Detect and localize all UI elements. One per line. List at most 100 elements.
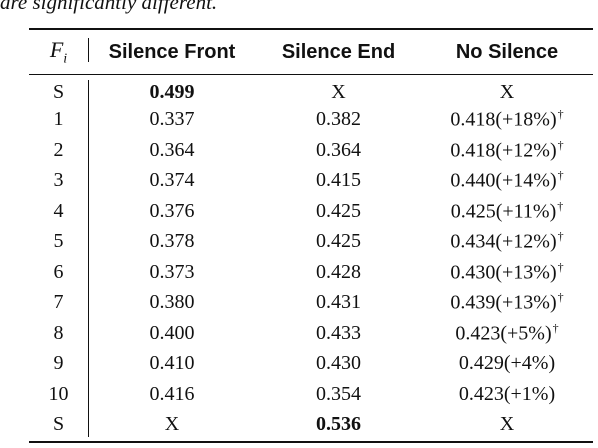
cell-silence-end: 0.536 — [256, 410, 421, 441]
cell-no-silence-value: 0.423(+1%) — [458, 382, 556, 405]
cell-no-silence-value: 0.430(+13%) — [450, 261, 557, 284]
cell-silence-front-value: 0.364 — [149, 138, 195, 161]
cell-silence-front-value: 0.373 — [149, 260, 195, 283]
cell-silence-end: 0.382 — [256, 105, 421, 136]
table-caption: are significantly different. — [0, 0, 218, 14]
cell-no-silence: 0.423(+1%) — [421, 379, 593, 410]
body-column-divider — [88, 80, 89, 437]
cell-silence-front: 0.374 — [88, 166, 256, 197]
header-fi: Fi — [29, 30, 88, 74]
cell-no-silence: 0.423(+5%)† — [421, 318, 593, 349]
significance-dagger: † — [557, 198, 564, 213]
cell-silence-end-value: 0.536 — [316, 413, 361, 436]
top-rule — [29, 28, 593, 30]
cell-silence-end-value: 0.428 — [316, 260, 361, 283]
cell-silence-end: X — [256, 74, 421, 105]
cell-silence-front-value: 0.410 — [149, 352, 195, 375]
cell-fi-value: 4 — [53, 199, 64, 222]
cell-silence-front-value: X — [164, 413, 180, 436]
cell-silence-front-value: 0.499 — [149, 80, 195, 103]
cell-silence-end-value: 0.425 — [316, 230, 361, 253]
cell-no-silence-value: 0.440(+14%) — [450, 170, 557, 193]
cell-silence-end: 0.430 — [256, 349, 421, 380]
header-silence-front: Silence Front — [108, 40, 236, 63]
cell-no-silence-value: X — [499, 413, 515, 436]
cell-no-silence: 0.429(+4%) — [421, 349, 593, 380]
significance-dagger: † — [557, 107, 564, 122]
cell-silence-end-value: 0.415 — [316, 169, 361, 192]
cell-silence-front: 0.378 — [88, 227, 256, 258]
cell-silence-front: 0.400 — [88, 318, 256, 349]
cell-silence-front-value: 0.400 — [149, 321, 195, 344]
bottom-rule — [29, 441, 593, 443]
cell-silence-front: X — [88, 410, 256, 441]
cell-fi: 3 — [29, 166, 88, 197]
cell-silence-front-value: 0.416 — [149, 382, 195, 405]
cell-silence-end-value: 0.425 — [316, 199, 361, 222]
table-row: 4 0.376 0.425 0.425(+11%)† — [29, 196, 593, 227]
table-row: S X 0.536 X — [29, 410, 593, 441]
cell-silence-front: 0.373 — [88, 257, 256, 288]
table-row: 2 0.364 0.364 0.418(+12%)† — [29, 135, 593, 166]
cell-fi-value: S — [52, 80, 65, 103]
cell-fi: S — [29, 410, 88, 441]
cell-no-silence-value: 0.425(+11%) — [450, 200, 557, 223]
table-row: 3 0.374 0.415 0.440(+14%)† — [29, 166, 593, 197]
cell-silence-end: 0.364 — [256, 135, 421, 166]
cell-fi: 8 — [29, 318, 88, 349]
cell-fi-value: S — [52, 413, 65, 436]
cell-no-silence-value: 0.434(+12%) — [450, 231, 557, 254]
cell-silence-end: 0.425 — [256, 227, 421, 258]
table-row: 1 0.337 0.382 0.418(+18%)† — [29, 105, 593, 136]
cell-fi-value: 8 — [53, 321, 64, 344]
cell-no-silence: 0.425(+11%)† — [421, 196, 593, 227]
cell-fi: 1 — [29, 105, 88, 136]
cell-no-silence: 0.418(+18%)† — [421, 105, 593, 136]
header-fi-subscript: i — [63, 51, 68, 67]
cell-silence-end-value: 0.430 — [316, 352, 361, 375]
table-row: 10 0.416 0.354 0.423(+1%) — [29, 379, 593, 410]
cell-silence-end: 0.425 — [256, 196, 421, 227]
cell-fi-value: 2 — [53, 138, 64, 161]
cell-fi-value: 1 — [53, 108, 64, 131]
header-rule — [29, 74, 593, 75]
cell-fi-value: 9 — [53, 352, 64, 375]
header-fi-letter: F — [49, 36, 64, 62]
cell-no-silence-value: 0.429(+4%) — [458, 352, 556, 375]
cell-silence-front-value: 0.337 — [149, 108, 195, 131]
cell-no-silence-value: 0.418(+12%) — [450, 139, 557, 162]
cell-silence-end-value: 0.382 — [316, 108, 361, 131]
header-no-silence: No Silence — [455, 40, 559, 63]
cell-fi: 9 — [29, 349, 88, 380]
cell-silence-end: 0.431 — [256, 288, 421, 319]
cell-no-silence: 0.434(+12%)† — [421, 227, 593, 258]
cell-silence-front: 0.499 — [88, 74, 256, 105]
significance-dagger: † — [557, 290, 564, 305]
cell-fi: 4 — [29, 196, 88, 227]
cell-silence-front: 0.376 — [88, 196, 256, 227]
table-row: 8 0.400 0.433 0.423(+5%)† — [29, 318, 593, 349]
significance-dagger: † — [557, 259, 564, 274]
cell-silence-front: 0.380 — [88, 288, 256, 319]
cell-fi-value: 10 — [48, 382, 69, 405]
significance-dagger: † — [557, 137, 564, 152]
table-row: 9 0.410 0.430 0.429(+4%) — [29, 349, 593, 380]
cell-no-silence-value: 0.439(+13%) — [450, 292, 557, 315]
table-row: 7 0.380 0.431 0.439(+13%)† — [29, 288, 593, 319]
significance-dagger: † — [557, 168, 564, 183]
cell-no-silence-value: 0.423(+5%) — [455, 322, 552, 345]
table-row: S 0.499 X X — [29, 74, 593, 105]
cell-no-silence: 0.418(+12%)† — [421, 135, 593, 166]
cell-silence-end-value: X — [331, 80, 346, 103]
cell-fi: 2 — [29, 135, 88, 166]
table-row: 5 0.378 0.425 0.434(+12%)† — [29, 227, 593, 258]
cell-silence-front: 0.416 — [88, 379, 256, 410]
cell-no-silence: 0.440(+14%)† — [421, 166, 593, 197]
cell-silence-front-value: 0.380 — [149, 291, 195, 314]
cell-silence-front: 0.337 — [88, 105, 256, 136]
cell-no-silence: X — [421, 74, 593, 105]
cell-fi: 10 — [29, 379, 88, 410]
cell-fi: 6 — [29, 257, 88, 288]
cell-fi-value: 6 — [53, 260, 64, 283]
cell-no-silence: X — [421, 410, 593, 441]
